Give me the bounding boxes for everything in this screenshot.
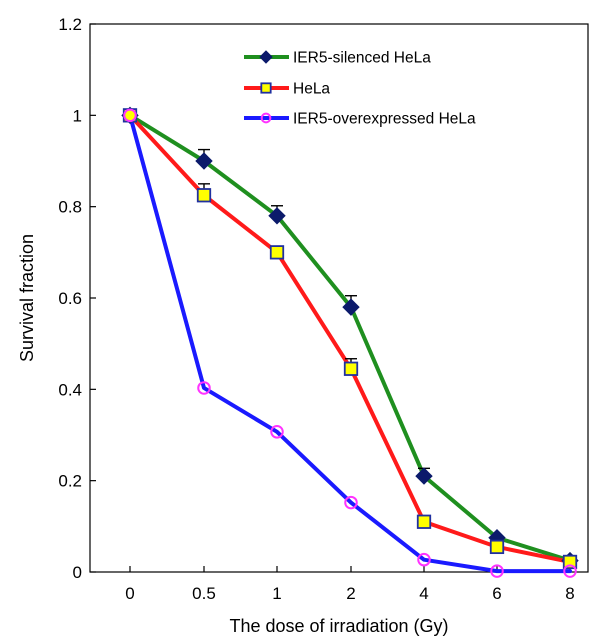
data-point-circle: [197, 381, 211, 395]
series-layer: [121, 106, 579, 578]
legend-item: IER5-overexpressed HeLa: [244, 111, 476, 128]
y-tick-label: 0.8: [58, 198, 82, 217]
series-markers-1: [122, 108, 578, 570]
series-1: [128, 113, 572, 564]
x-tick-label: 1: [272, 584, 281, 603]
data-point-square: [416, 514, 432, 529]
data-point-circle: [123, 108, 137, 123]
data-point-square: [260, 82, 272, 94]
legend-item: IER5-silenced HeLa: [244, 50, 431, 67]
data-point-circle: [417, 552, 431, 567]
y-tick-label: 0.2: [58, 472, 82, 491]
series-line: [128, 113, 572, 564]
x-tick-label: 2: [346, 584, 355, 603]
data-point-diamond: [342, 298, 360, 316]
data-point-diamond: [259, 50, 273, 64]
data-point-circle: [270, 425, 284, 439]
x-axis-title: The dose of irradiation (Gy): [229, 616, 448, 636]
y-tick-label: 0: [73, 563, 82, 582]
data-point-circle: [344, 495, 358, 510]
y-axis-title: Survival fraction: [17, 234, 37, 362]
y-tick-label: 1: [73, 106, 82, 125]
legend-label: IER5-overexpressed HeLa: [293, 111, 476, 128]
legend: IER5-silenced HeLa HeLa IER5-overexpressed…: [244, 50, 476, 128]
x-tick-label: 6: [492, 584, 501, 603]
data-point-square: [196, 188, 212, 203]
x-tick-label: 4: [419, 584, 428, 603]
legend-label: IER5-silenced HeLa: [293, 50, 431, 67]
series-0: [128, 113, 572, 563]
x-tick-label: 0.5: [192, 584, 216, 603]
x-axis-ticks: 0 0.5 1 2 4 6 8: [125, 566, 575, 603]
data-point-square: [489, 539, 505, 555]
y-tick-label: 0.6: [58, 289, 82, 308]
series-line: [128, 113, 572, 563]
y-tick-label: 1.2: [58, 15, 82, 34]
y-axis-ticks: 0 0.2 0.4 0.6 0.8 1 1.2: [58, 15, 96, 582]
x-tick-label: 0: [125, 584, 134, 603]
y-tick-label: 0.4: [58, 380, 82, 399]
data-point-diamond: [415, 467, 433, 485]
series-line: [128, 113, 572, 574]
data-point-circle: [260, 112, 272, 124]
data-point-circle: [490, 564, 504, 578]
series-markers-2: [123, 108, 577, 578]
data-point-circle: [563, 564, 577, 578]
data-point-diamond: [195, 152, 213, 170]
data-point-square: [269, 245, 285, 260]
data-point-square: [562, 554, 578, 570]
data-point-square: [343, 361, 359, 376]
data-point-diamond: [268, 207, 286, 225]
legend-label: HeLa: [293, 81, 330, 98]
series-2: [128, 113, 572, 574]
legend-item: HeLa: [244, 81, 330, 98]
x-tick-label: 8: [565, 584, 574, 603]
